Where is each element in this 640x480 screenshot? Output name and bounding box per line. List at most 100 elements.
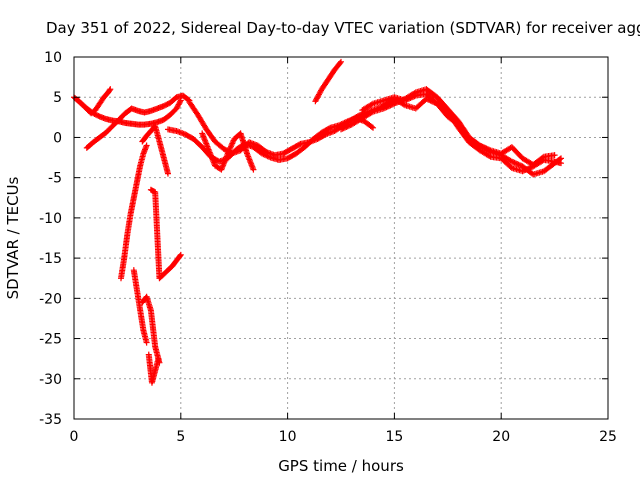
series-trace-b	[75, 86, 114, 117]
data-point	[484, 146, 491, 153]
grid	[74, 57, 608, 419]
data-point	[411, 93, 418, 100]
data-point	[296, 141, 303, 148]
data-point	[478, 143, 485, 150]
data-point	[177, 251, 184, 258]
data-point	[519, 168, 526, 175]
data-point	[486, 152, 493, 159]
data-point	[427, 97, 434, 104]
data-point	[368, 101, 375, 108]
y-tick-label: -20	[39, 291, 62, 307]
series-trace-m	[312, 58, 344, 105]
data-point	[476, 142, 483, 149]
y-tick-label: 10	[44, 50, 62, 66]
data-point	[510, 159, 517, 166]
x-tick-label: 5	[176, 429, 185, 445]
data-point	[539, 154, 546, 161]
data-point	[250, 166, 257, 173]
data-point	[483, 145, 490, 152]
y-tick-label: -30	[39, 372, 62, 388]
data-point	[346, 122, 353, 129]
series-trace-d	[117, 142, 150, 282]
data-point	[558, 160, 565, 167]
x-tick-label: 25	[599, 429, 617, 445]
data-point	[406, 95, 413, 102]
x-tick-label: 0	[70, 429, 79, 445]
data-point	[143, 339, 150, 346]
data-point	[408, 94, 415, 101]
data-point	[338, 126, 344, 133]
data-point	[423, 95, 430, 102]
data-point	[480, 144, 487, 151]
plot-frame	[73, 56, 609, 420]
series-trace-c	[83, 92, 193, 151]
data-point	[343, 123, 350, 130]
series-trace-i	[139, 123, 171, 177]
x-tick-label: 15	[385, 429, 403, 445]
y-axis-title: SDTVAR / TECUs	[4, 176, 22, 299]
y-tick-label: -5	[48, 171, 62, 187]
data-point	[515, 161, 522, 168]
data-point	[424, 96, 431, 103]
data-point	[143, 142, 150, 149]
data-point	[524, 165, 531, 172]
data-points	[71, 58, 565, 386]
data-point	[177, 98, 184, 105]
y-tick-label: -15	[39, 251, 62, 267]
data-point	[482, 144, 489, 151]
data-point	[339, 125, 346, 132]
data-point	[522, 167, 529, 174]
data-point	[400, 101, 407, 108]
y-tick-label: -35	[39, 412, 62, 428]
data-point	[508, 158, 515, 165]
series-trace-p	[380, 95, 558, 168]
y-tick-label: -25	[39, 332, 62, 348]
data-point	[426, 97, 433, 104]
data-point	[486, 146, 493, 153]
data-point	[155, 355, 162, 362]
data-point	[430, 98, 437, 105]
data-point	[403, 96, 410, 103]
x-tick-label: 20	[492, 429, 510, 445]
data-point	[344, 123, 351, 130]
data-point	[356, 112, 363, 119]
x-tick-labels: 0 5 10 15 20 25	[70, 429, 617, 445]
data-point	[164, 170, 171, 177]
data-point	[428, 98, 435, 105]
data-point	[342, 124, 349, 131]
data-point	[511, 159, 518, 166]
data-point	[368, 109, 375, 116]
y-tick-label: -10	[39, 211, 62, 227]
data-point	[526, 165, 533, 172]
axis-ticks	[73, 56, 609, 420]
series-trace-h	[147, 186, 184, 282]
x-axis-title: GPS time / hours	[278, 457, 404, 475]
data-point	[321, 131, 328, 138]
data-point	[523, 166, 530, 173]
data-point	[479, 143, 486, 150]
series-trace-k	[186, 98, 398, 159]
y-tick-labels: -35 -30 -25 -20 -15 -10 -5 0 5 10	[39, 50, 62, 428]
data-point	[176, 253, 183, 260]
x-tick-label: 10	[279, 429, 297, 445]
series-trace-e	[130, 267, 150, 346]
data-point	[520, 167, 527, 174]
series-trace-l	[199, 130, 257, 173]
data-point	[106, 87, 113, 94]
data-point	[516, 162, 523, 169]
data-point	[551, 152, 558, 159]
data-point	[431, 99, 438, 106]
data-point	[370, 124, 377, 131]
data-point	[107, 86, 114, 93]
data-point	[404, 96, 411, 103]
chart-title: Day 351 of 2022, Sidereal Day-to-day VTE…	[46, 19, 640, 37]
y-tick-label: 0	[53, 130, 62, 146]
data-point	[407, 95, 414, 102]
data-point	[337, 59, 344, 66]
data-point	[512, 160, 519, 167]
data-point	[514, 160, 521, 167]
data-point	[340, 125, 347, 132]
series-trace-g	[145, 351, 162, 386]
y-tick-label: 5	[53, 90, 62, 106]
